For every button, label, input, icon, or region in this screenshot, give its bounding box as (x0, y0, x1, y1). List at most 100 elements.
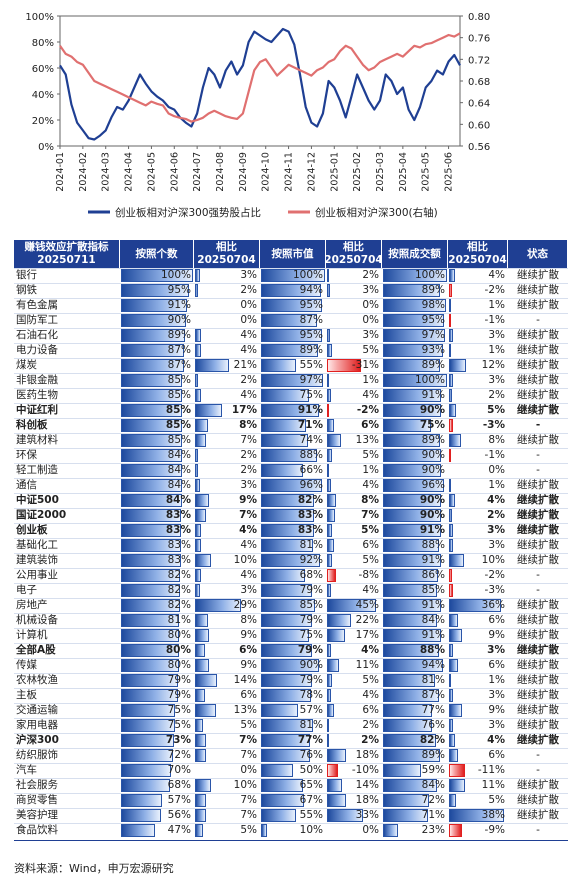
y-right-tick-label: 0.76 (468, 34, 490, 45)
row-name: 建筑材料 (16, 434, 58, 446)
value-cell: 4% (194, 388, 260, 403)
status-cell: 继续扩散 (517, 479, 559, 491)
value-label: 90% (419, 404, 445, 416)
positive-bar (121, 284, 190, 297)
positive-bar (327, 659, 339, 672)
row-name: 中证红利 (16, 404, 58, 416)
value-label: -10% (351, 764, 379, 776)
x-tick-label: 2024-05 (146, 152, 157, 192)
status-cell: 继续扩散 (517, 299, 559, 311)
value-label: 90% (299, 659, 323, 671)
positive-bar (261, 524, 315, 537)
value-cell: 91% (120, 298, 194, 313)
value-cell: 5% (326, 343, 382, 358)
status-cell: 继续扩散 (517, 614, 559, 626)
row-gridline (14, 298, 568, 299)
value-label: 91% (421, 629, 445, 641)
value-label: 9% (240, 629, 257, 641)
positive-bar (449, 644, 454, 657)
value-cell: 2% (326, 718, 382, 733)
value-cell: 91% (260, 403, 326, 418)
positive-bar (383, 734, 436, 747)
value-cell: 76% (260, 748, 326, 763)
positive-bar (195, 749, 207, 762)
value-cell: 77% (382, 703, 448, 718)
value-label: 82% (297, 494, 323, 506)
value-cell: 1% (326, 463, 382, 478)
value-cell: -9% (448, 823, 508, 838)
positive-bar (261, 599, 316, 612)
value-cell: 2% (326, 268, 382, 283)
value-label: 85% (299, 599, 323, 611)
value-cell: 76% (382, 718, 448, 733)
row-gridline (14, 583, 568, 584)
value-label: -3% (482, 419, 505, 431)
positive-bar (383, 479, 445, 492)
value-cell: 82% (120, 583, 194, 598)
value-label: 75% (419, 419, 445, 431)
value-cell: 79% (120, 673, 194, 688)
row-name: 沪深300 (16, 734, 59, 746)
positive-bar (383, 779, 437, 792)
positive-bar (261, 719, 313, 732)
value-cell: 9% (448, 703, 508, 718)
value-label: 7% (361, 509, 379, 521)
positive-bar (261, 779, 303, 792)
value-label: 47% (167, 824, 191, 836)
x-tick-label: 2025-01 (329, 152, 340, 192)
row-gridline (14, 358, 568, 359)
value-label: 81% (421, 674, 445, 686)
value-cell: 79% (260, 643, 326, 658)
positive-bar (327, 719, 330, 732)
value-cell: 3% (194, 583, 260, 598)
value-label: 84% (165, 494, 191, 506)
value-cell: 78% (260, 688, 326, 703)
positive-bar (261, 794, 304, 807)
positive-bar (383, 539, 440, 552)
value-label: 6% (362, 539, 379, 551)
value-cell: 2% (194, 283, 260, 298)
status-cell: 继续扩散 (517, 794, 559, 806)
positive-bar (121, 764, 172, 777)
status-cell: 继续扩散 (517, 524, 559, 536)
row-name: 农林牧渔 (16, 674, 58, 686)
status-cell: - (536, 824, 540, 836)
value-label: 82% (167, 569, 191, 581)
value-cell: 73% (120, 733, 194, 748)
value-cell: 57% (260, 703, 326, 718)
value-label: 2% (361, 734, 379, 746)
positive-bar (383, 449, 441, 462)
value-label: 3% (240, 584, 257, 596)
value-cell: 75% (120, 718, 194, 733)
value-label: -2% (484, 569, 505, 581)
positive-bar (261, 404, 320, 417)
value-cell: 13% (194, 703, 260, 718)
value-label: 76% (299, 749, 323, 761)
negative-bar (327, 404, 330, 417)
row-gridline (14, 793, 568, 794)
value-cell: 83% (120, 508, 194, 523)
x-tick-label: 2024-03 (101, 152, 112, 192)
x-tick-label: 2024-09 (238, 152, 249, 192)
value-label: 90% (419, 509, 445, 521)
status-cell: 继续扩散 (517, 704, 559, 716)
value-cell: 45% (326, 598, 382, 613)
value-label: 79% (299, 674, 323, 686)
value-cell: 68% (260, 568, 326, 583)
positive-bar (195, 434, 207, 447)
value-label: 8% (488, 434, 505, 446)
value-cell: 14% (194, 673, 260, 688)
value-label: 7% (240, 809, 257, 821)
negative-bar (449, 419, 454, 432)
row-gridline (14, 433, 568, 434)
positive-bar (383, 644, 440, 657)
value-label: 100% (414, 374, 445, 386)
row-name: 公用事业 (16, 569, 58, 581)
value-cell: 94% (382, 658, 448, 673)
value-cell: 23% (382, 823, 448, 838)
table-row: 房地产 82% 29% 85% 45% 91% 36% 继续扩散 (14, 598, 568, 613)
table-row: 建筑材料 85% 7% 74% 13% 89% 8% 继续扩散 (14, 433, 568, 448)
value-cell: 59% (382, 763, 448, 778)
positive-bar (195, 824, 203, 837)
value-cell: -1% (448, 448, 508, 463)
